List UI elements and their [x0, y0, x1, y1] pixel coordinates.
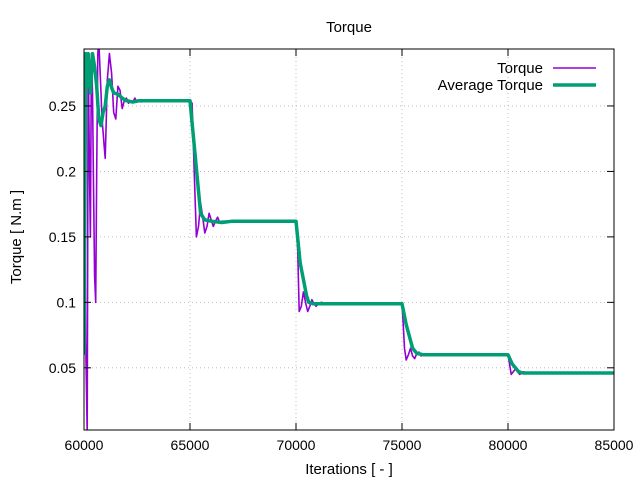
x-tick-label: 75000 [383, 437, 422, 453]
chart-title: Torque [326, 19, 372, 36]
plot-frame [83, 48, 615, 431]
x-axis-label: Iterations [ - ] [305, 461, 393, 478]
series-line-1 [84, 51, 614, 375]
tick-labels: 60000 65000 70000 75000 80000 85000 0.05 0.1 0.1… [49, 98, 634, 453]
ticks [83, 49, 615, 430]
legend-label: Torque [497, 60, 543, 77]
y-tick-label: 0.15 [49, 229, 76, 245]
y-tick-label: 0.25 [49, 98, 76, 114]
y-axis-label: Torque [ N.m ] [8, 190, 25, 284]
y-tick-label: 0.05 [49, 360, 76, 376]
y-tick-label: 0.2 [57, 163, 77, 179]
series-group [84, 49, 614, 430]
legend-label: Average Torque [438, 77, 543, 94]
x-tick-label: 85000 [595, 437, 634, 453]
x-tick-label: 70000 [277, 437, 316, 453]
x-tick-label: 80000 [489, 437, 528, 453]
x-tick-label: 60000 [65, 437, 104, 453]
x-tick-label: 65000 [171, 437, 210, 453]
y-tick-label: 0.1 [57, 294, 77, 310]
